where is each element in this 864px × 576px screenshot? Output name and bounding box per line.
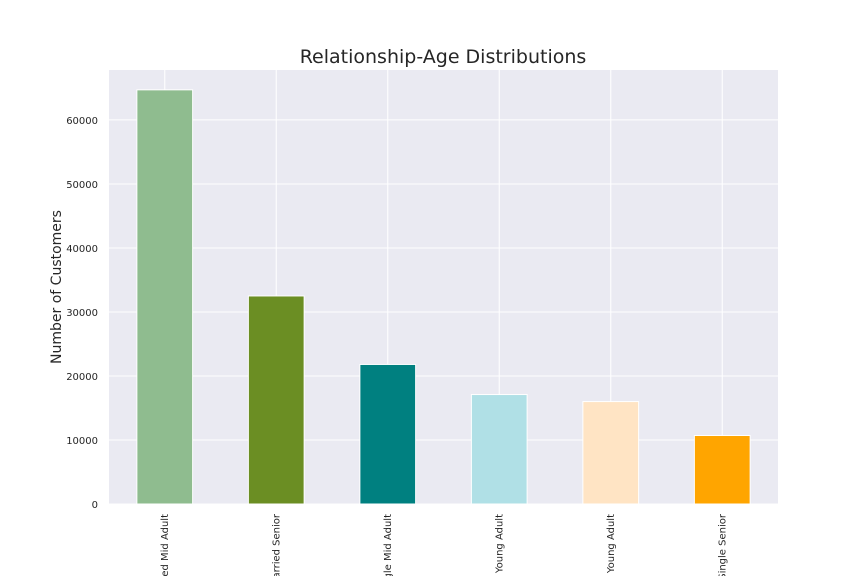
bar — [136, 89, 194, 505]
x-tick-label: Young Adult — [606, 514, 617, 574]
x-tick-label: Single Senior — [717, 513, 728, 576]
y-tick-label: 30000 — [66, 308, 98, 319]
bar — [247, 295, 305, 505]
plot-area — [109, 70, 778, 504]
y-tick-label: 0 — [92, 500, 98, 511]
x-tick-label: ed Mid Adult — [160, 514, 171, 576]
y-axis-ticks: 0 10000 20000 30000 40000 50000 60000 — [66, 116, 98, 511]
bar — [359, 363, 417, 505]
x-axis-ticks: ed Mid Adult arried Senior gle Mid Adult Yo… — [160, 513, 729, 576]
bar — [693, 435, 751, 505]
grid-lines — [109, 70, 778, 505]
y-tick-label: 10000 — [66, 436, 98, 447]
x-tick-label: Young Adult — [494, 514, 505, 574]
bar — [582, 401, 640, 505]
y-tick-label: 40000 — [66, 244, 98, 255]
y-tick-label: 60000 — [66, 116, 98, 127]
x-tick-label: gle Mid Adult — [383, 514, 394, 576]
x-tick-label: arried Senior — [271, 513, 282, 576]
y-axis-label: Number of Customers — [49, 210, 65, 364]
bar — [470, 394, 528, 505]
y-tick-label: 20000 — [66, 372, 98, 383]
bars — [136, 89, 751, 505]
y-tick-label: 50000 — [66, 180, 98, 191]
chart-title: Relationship-Age Distributions — [300, 46, 587, 68]
